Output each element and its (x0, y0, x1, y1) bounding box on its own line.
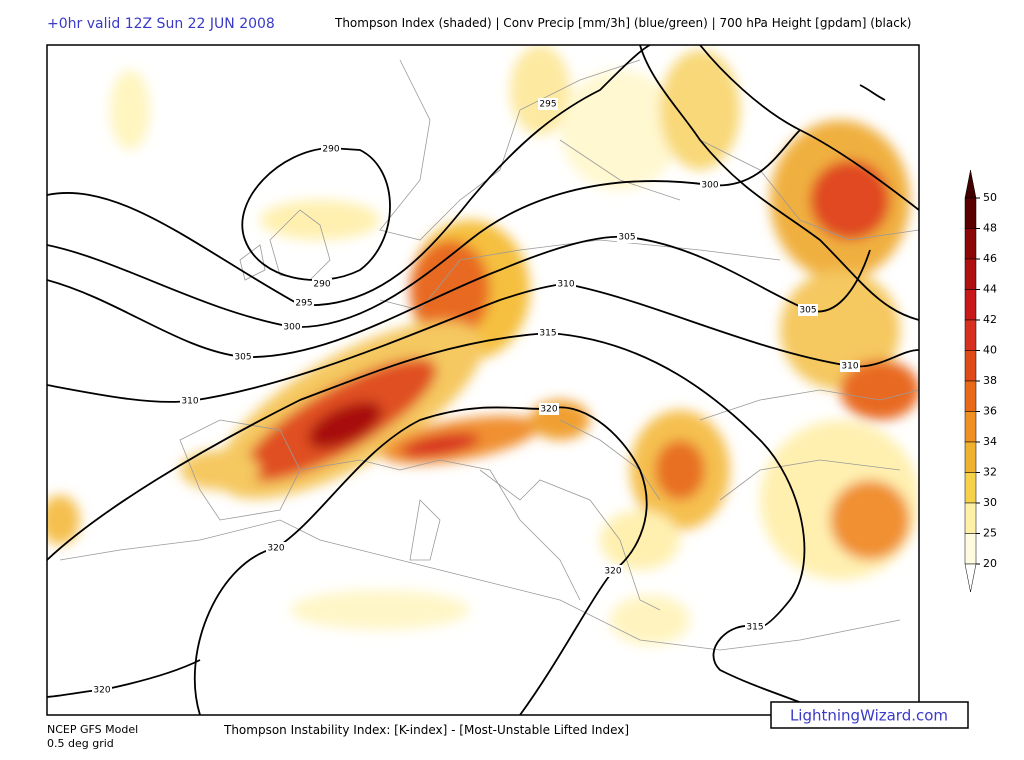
contour-label-bg (556, 278, 576, 290)
colorbar-label: 48 (983, 222, 997, 235)
contour-label-bg (180, 395, 200, 407)
colorbar-label: 32 (983, 466, 997, 479)
contour-label: 315 (539, 329, 556, 339)
contour-label: 300 (283, 323, 300, 333)
contour-label: 320 (267, 544, 284, 554)
colorbar: 50 48 46 44 42 40 38 36 34 32 30 25 20 (964, 169, 997, 593)
contour-label: 305 (618, 233, 635, 243)
contour-label: 315 (746, 623, 763, 633)
contour-label-bg (321, 143, 341, 155)
contour-label-bg (798, 304, 818, 316)
colorbar-label: 46 (983, 252, 997, 265)
colorbar-label: 40 (983, 344, 997, 357)
colorbar-arrow-top (964, 169, 977, 199)
map-area (47, 45, 919, 715)
contour-label-bg (603, 565, 623, 577)
contour-label: 305 (799, 306, 816, 316)
colorbar-label: 44 (983, 283, 997, 296)
contour-label: 290 (322, 145, 339, 155)
contour-label: 290 (313, 280, 330, 290)
colorbar-band (964, 289, 977, 321)
index-description: Thompson Instability Index: [K-index] - … (223, 723, 629, 737)
colorbar-label: 38 (983, 374, 997, 387)
brand[interactable]: LightningWizard.com (790, 707, 948, 725)
colorbar-band (964, 228, 977, 260)
contour-label: 305 (234, 353, 251, 363)
contour-label: 300 (701, 181, 718, 191)
colorbar-band (964, 502, 977, 534)
colorbar-band (964, 533, 977, 565)
colorbar-arrow-bottom (964, 563, 977, 593)
contour-label: 320 (93, 686, 110, 696)
colorbar-label: 25 (983, 527, 997, 540)
shading (47, 45, 919, 645)
contour-label-bg (312, 278, 332, 290)
contour-label-bg (617, 231, 637, 243)
contour-label-bg (233, 351, 253, 363)
colorbar-label: 30 (983, 496, 997, 509)
colorbar-band (964, 441, 977, 473)
contour-label: 320 (604, 567, 621, 577)
colorbar-label: 42 (983, 313, 997, 326)
contour-label-bg (294, 297, 314, 309)
contour-label: 295 (539, 100, 556, 110)
colorbar-label: 20 (983, 557, 997, 570)
model-name: NCEP GFS Model (47, 723, 138, 736)
contour-label-bg (282, 321, 302, 333)
contour-label-bg (92, 684, 112, 696)
contour-label: 310 (557, 280, 574, 290)
map-title: Thompson Index (shaded) | Conv Precip [m… (334, 16, 911, 30)
contour-label-bg (538, 98, 558, 110)
colorbar-band (964, 258, 977, 290)
colorbar-band (964, 472, 977, 504)
colorbar-band (964, 380, 977, 412)
contour-label-bg (840, 360, 860, 372)
map-frame (46, 44, 920, 716)
contour-label-bg (538, 327, 558, 339)
colorbar-band (964, 350, 977, 382)
contour-label: 320 (540, 405, 557, 415)
contour-label-bg (745, 621, 765, 633)
contour-label-bg (266, 542, 286, 554)
colorbar-band (964, 197, 977, 229)
brand-box (770, 701, 969, 729)
contour-labels: 2902902952953003003053053053103103103153… (92, 98, 860, 696)
grid-resolution: 0.5 deg grid (47, 737, 114, 750)
coastlines (59, 59, 919, 651)
contour-label: 310 (841, 362, 858, 372)
contour-label: 310 (181, 397, 198, 407)
colorbar-label: 34 (983, 435, 997, 448)
contour-label: 295 (295, 299, 312, 309)
colorbar-label: 50 (983, 191, 997, 204)
colorbar-band (964, 319, 977, 351)
colorbar-band (964, 411, 977, 443)
contour-label-bg (700, 179, 720, 191)
colorbar-label: 36 (983, 405, 997, 418)
contour-label-bg (539, 403, 559, 415)
valid-time: +0hr valid 12Z Sun 22 JUN 2008 (47, 16, 275, 32)
